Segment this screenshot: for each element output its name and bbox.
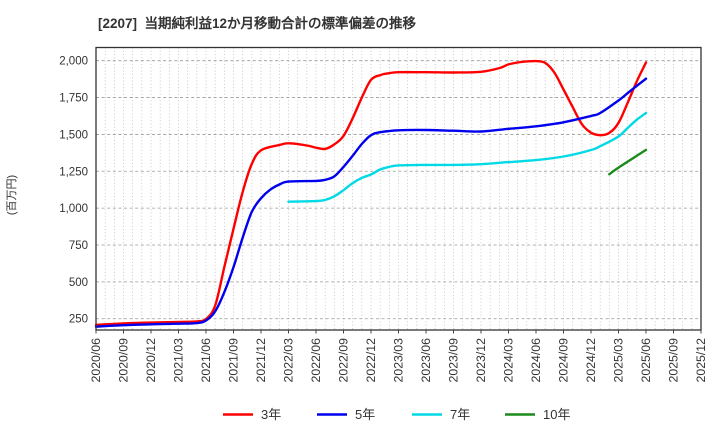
x-tick-label: 2023/12	[474, 338, 488, 383]
x-tick-label: 2021/06	[199, 338, 213, 383]
x-tick-label: 2022/06	[309, 338, 323, 383]
x-tick-label: 2024/06	[529, 338, 543, 383]
series-line-5-year	[94, 77, 648, 328]
x-tick-label: 2020/09	[117, 338, 131, 383]
x-tick-label: 2023/03	[392, 338, 406, 383]
x-tick-label: 2024/09	[557, 338, 571, 383]
x-tick-label: 2022/12	[364, 338, 378, 383]
x-tick-label: 2025/03	[612, 338, 626, 383]
chart-title: [2207] 当期純利益12か月移動合計の標準偏差の推移	[98, 16, 417, 31]
y-tick-label: 1,500	[59, 129, 88, 141]
x-tick-label: 2021/03	[172, 338, 186, 383]
x-tick-label: 2025/06	[639, 338, 653, 383]
series-line-7-year	[287, 111, 648, 203]
x-tick-label: 2025/09	[667, 338, 681, 383]
x-tick-label: 2024/12	[584, 338, 598, 383]
y-tick-label: 1,750	[59, 93, 88, 105]
x-tick-label: 2023/06	[419, 338, 433, 383]
x-tick-label: 2023/09	[447, 338, 461, 383]
legend-label-3-year: 3年	[261, 407, 281, 422]
legend-label-5-year: 5年	[355, 407, 375, 422]
x-tick-label: 2024/03	[502, 338, 516, 383]
y-tick-label: 750	[69, 240, 88, 252]
x-tick-label: 2020/06	[89, 338, 103, 383]
y-tick-label: 250	[69, 314, 88, 326]
series-line-10-year	[608, 148, 648, 176]
x-tick-label: 2020/12	[144, 338, 158, 383]
plot-border	[95, 46, 702, 331]
y-tick-label: 1,000	[59, 203, 88, 215]
x-tick-label: 2022/03	[282, 338, 296, 383]
x-tick-label: 2022/09	[337, 338, 351, 383]
y-axis-title: (百万円)	[6, 175, 18, 215]
y-tick-label: 2,000	[59, 56, 88, 68]
legend-label-7-year: 7年	[450, 407, 470, 422]
y-tick-label: 1,250	[59, 166, 88, 178]
x-tick-label: 2025/12	[694, 338, 708, 383]
x-tick-label: 2021/12	[254, 338, 268, 383]
x-tick-label: 2021/09	[227, 338, 241, 383]
legend-label-10-year: 10年	[543, 407, 570, 422]
y-tick-label: 500	[69, 277, 88, 289]
